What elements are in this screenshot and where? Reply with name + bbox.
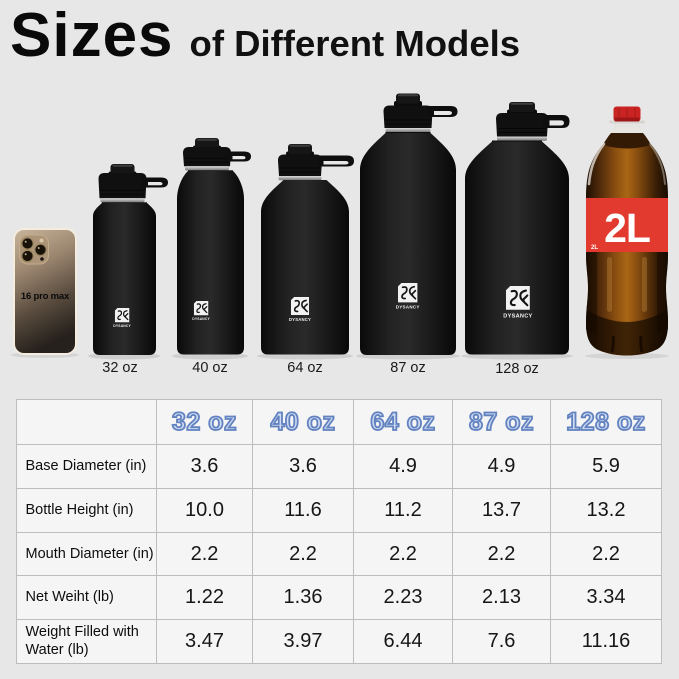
svg-text:64 oz: 64 oz [287,360,322,376]
svg-text:128 oz: 128 oz [495,361,539,377]
svg-text:32 oz: 32 oz [102,360,137,376]
svg-text:2L: 2L [604,205,650,251]
svg-text:2L: 2L [591,245,598,251]
svg-text:16 pro max: 16 pro max [21,291,70,302]
svg-text:40 oz: 40 oz [192,360,227,376]
svg-text:87 oz: 87 oz [390,360,425,376]
